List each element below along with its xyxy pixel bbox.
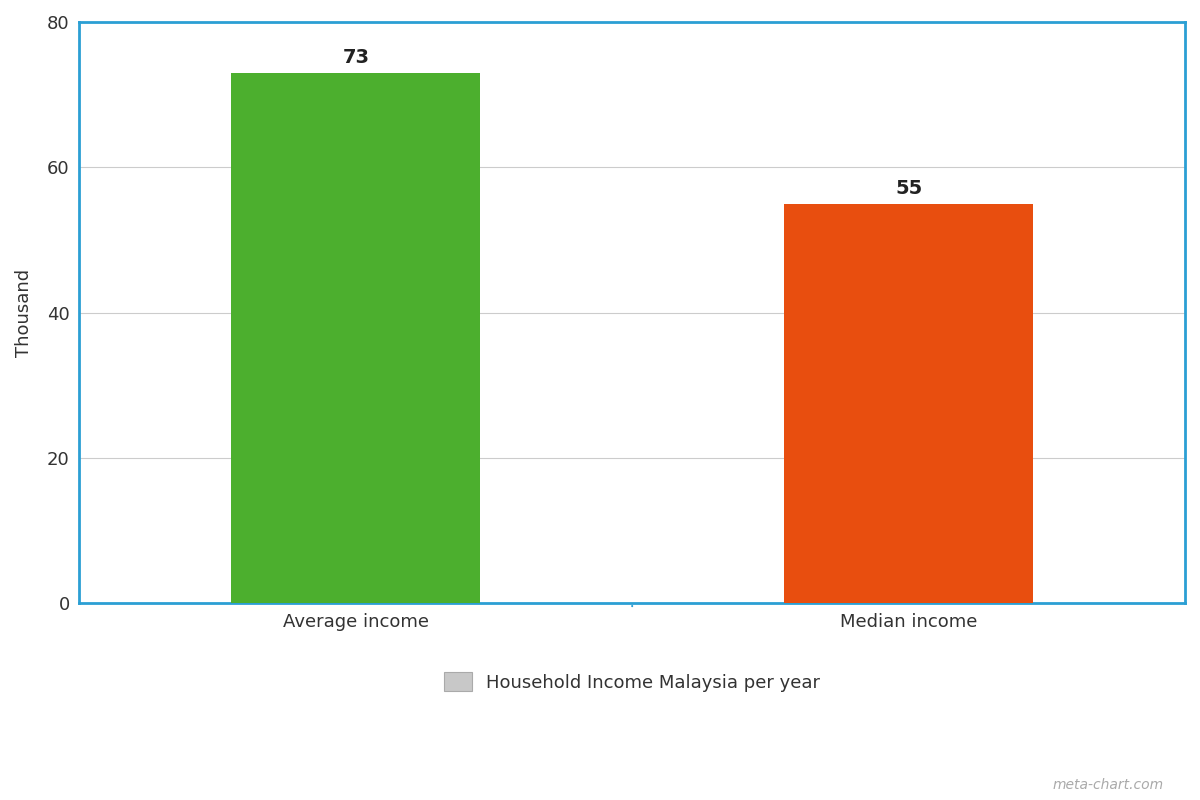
Text: 55: 55	[895, 178, 923, 198]
Legend: Household Income Malaysia per year: Household Income Malaysia per year	[437, 665, 827, 698]
Y-axis label: Thousand: Thousand	[14, 269, 32, 357]
Text: 73: 73	[342, 48, 370, 67]
Text: meta-chart.com: meta-chart.com	[1052, 778, 1164, 792]
Bar	[785, 204, 1033, 603]
Bar	[232, 73, 480, 603]
